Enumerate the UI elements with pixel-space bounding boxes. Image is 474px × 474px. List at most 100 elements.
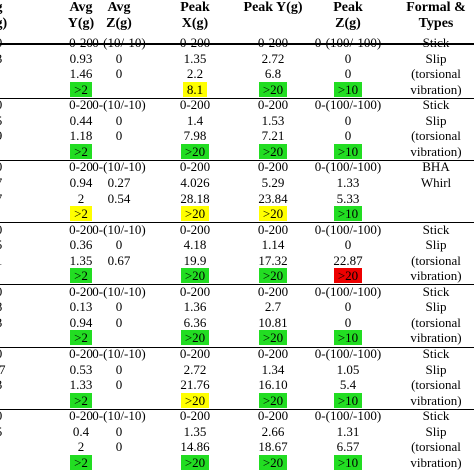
avg-z-cell: 0 [74, 360, 164, 379]
peak-z-cell: 0-(100/-100) [296, 95, 400, 114]
table-row: 67 0.53 0 2.72 1.34 1.05 Slip [0, 360, 474, 379]
peak-x-cell: 2.72 [150, 360, 240, 379]
peak-z-cell: 5.4 [296, 375, 400, 394]
cell-text: 2.66 [261, 423, 285, 439]
cell-text: 2.2 [186, 66, 204, 82]
peak-y-cell: 18.67 [228, 437, 318, 456]
table-row: 7 0.94 0.27 4.026 5.29 1.33 Whirl [0, 173, 474, 192]
avg-y-cell: 1.18 [38, 126, 124, 145]
peak-y-cell: 2.7 [228, 297, 318, 316]
avg-y-cell: 2 [38, 189, 124, 208]
cell-text: 0 [115, 299, 123, 315]
highlight-badge: >2 [70, 392, 92, 408]
avg-y-cell: >2 [38, 80, 124, 99]
cell-text: 0 [115, 423, 123, 439]
table-row: 5 0.44 0 1.4 1.53 0 Slip [0, 111, 474, 130]
avg-y-cell: 0.93 [38, 49, 124, 68]
avg-x-cell: 3 [0, 375, 12, 394]
cell-text: 0 [115, 237, 123, 253]
cell-text: 0-200 [257, 159, 289, 175]
cell-text: Stick [422, 221, 450, 237]
cell-text: (torsional [411, 314, 461, 330]
table-header: g (g) Avg Y(g) Avg Z(g) Peak X(g) Peak Y… [0, 0, 474, 45]
cell-text: 19.9 [183, 252, 207, 268]
cell-text: 0 [115, 377, 123, 393]
avg-x-cell: 0 [0, 220, 12, 239]
type-cell: vibration) [396, 266, 474, 285]
avg-z-cell: 0 [74, 64, 164, 83]
peak-z-cell: >20 [296, 266, 400, 285]
peak-x-cell: 0-200 [150, 282, 240, 301]
cell-text: 9 [0, 128, 2, 143]
peak-x-cell: 21.76 [150, 375, 240, 394]
avg-x-cell: 3 [0, 49, 12, 68]
peak-x-cell: 8.1 [150, 80, 240, 99]
group-divider [0, 222, 474, 224]
type-cell: BHA [396, 157, 474, 176]
type-cell: Stick [396, 282, 474, 301]
avg-z-cell: 0 [74, 313, 164, 332]
header-line: Avg [69, 0, 93, 15]
cell-text: 0-(100/-100) [314, 283, 382, 299]
peak-y-cell: 7.21 [228, 126, 318, 145]
cell-text: 0 [344, 128, 352, 144]
cell-text: 1.18 [69, 128, 93, 144]
highlight-badge: >20 [258, 330, 288, 346]
table-row: 2 0 14.86 18.67 6.57 (torsional [0, 437, 474, 456]
avg-z-cell: 0.27 [74, 173, 164, 192]
peak-y-cell: >20 [228, 328, 318, 347]
cell-text: 3 [0, 51, 2, 66]
cell-text: 0-20 [69, 35, 93, 50]
peak-y-cell: >20 [228, 391, 318, 410]
table-row: 5 0.36 0 4.18 1.14 0 Slip [0, 235, 474, 254]
type-cell: Stick [396, 33, 474, 52]
peak-z-cell: 0 [296, 313, 400, 332]
peak-x-cell: 1.35 [150, 422, 240, 441]
avg-y-cell: 0-20 [38, 95, 124, 114]
cell-text: vibration) [410, 268, 462, 284]
cell-text: 0 [344, 50, 352, 66]
group-divider [0, 284, 474, 286]
cell-text: 5 [0, 237, 2, 252]
cell-text: Slip [425, 361, 447, 377]
cell-text: 0-(10/-10) [92, 283, 146, 299]
avg-x-cell: 0 [0, 33, 12, 52]
cell-text: 0 [0, 346, 2, 361]
cell-text: 0-(10/-10) [92, 408, 146, 424]
peak-x-cell: 0-200 [150, 220, 240, 239]
cell-text: 0 [115, 66, 123, 82]
cell-text: 0-(100/-100) [314, 408, 382, 424]
cell-text: 0 [0, 284, 2, 299]
peak-z-cell: 1.31 [296, 422, 400, 441]
peak-x-cell: 2.2 [150, 64, 240, 83]
table-row: >2 >20 >20 >10 vibration) [0, 453, 474, 472]
peak-x-cell: 19.9 [150, 251, 240, 270]
table-row: >2 >20 >20 >10 vibration) [0, 142, 474, 161]
peak-y-cell: 10.81 [228, 313, 318, 332]
peak-x-cell: >20 [150, 204, 240, 223]
table-row: >2 >20 >20 >20 vibration) [0, 266, 474, 285]
cell-text: 1.31 [336, 423, 360, 439]
cell-text: 0-(100/-100) [314, 346, 382, 361]
avg-x-cell: 1 [0, 251, 12, 270]
cell-text: 0.36 [69, 237, 93, 253]
cell-text: 0 [344, 314, 352, 330]
cell-text: 0.94 [69, 174, 93, 190]
cell-text: 0.54 [107, 190, 131, 206]
header-formal-types: Formal & Types [396, 0, 474, 32]
cell-text: 0-20 [69, 283, 93, 299]
cell-text: 8 [0, 299, 2, 314]
highlight-badge: >10 [333, 392, 363, 408]
highlight-badge: >20 [258, 206, 288, 222]
peak-x-cell: 28.18 [150, 189, 240, 208]
cell-text: 6.8 [264, 66, 282, 82]
cell-text: vibration) [410, 81, 462, 97]
header-line: g [0, 0, 18, 16]
cell-text: 5.29 [261, 174, 285, 190]
header-line: Z(g) [335, 16, 361, 31]
cell-text: 0-200 [257, 221, 289, 237]
cell-text: vibration) [410, 392, 462, 408]
avg-y-cell: >2 [38, 453, 124, 472]
table-row: >2 >20 >20 >10 vibration) [0, 328, 474, 347]
header-avg-y: Avg Y(g) [38, 0, 124, 32]
